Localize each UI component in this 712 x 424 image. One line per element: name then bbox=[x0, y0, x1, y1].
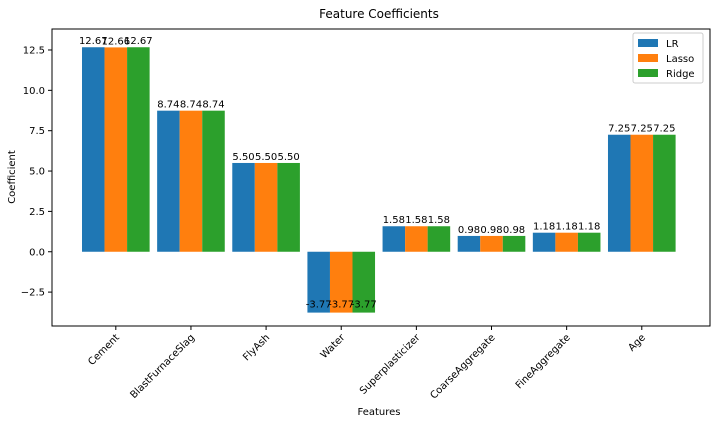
bar-lasso-flyash bbox=[254, 162, 278, 252]
legend-label-ridge: Ridge bbox=[666, 69, 695, 80]
data-label: 1.18 bbox=[533, 222, 555, 233]
bar-ridge-blastfurnaceslag bbox=[202, 110, 225, 252]
legend-swatch-lasso bbox=[638, 54, 658, 62]
data-label: 1.18 bbox=[556, 222, 578, 233]
x-axis-label: Features bbox=[358, 407, 401, 418]
bar-ridge-flyash bbox=[277, 162, 300, 252]
y-tick-label: 0.0 bbox=[29, 247, 45, 258]
x-tick-label: Superplasticizer bbox=[358, 332, 423, 397]
data-label: 1.58 bbox=[383, 215, 405, 226]
legend: LR Lasso Ridge bbox=[632, 32, 704, 84]
data-label: -3.77 bbox=[351, 300, 377, 311]
data-label: 0.98 bbox=[503, 225, 525, 236]
bar-lr-coarseaggregate bbox=[457, 235, 481, 252]
data-label: 0.98 bbox=[458, 225, 480, 236]
bar-lr-cement bbox=[82, 47, 105, 252]
y-tick-label: 2.5 bbox=[29, 207, 45, 218]
y-tick-label: 7.5 bbox=[29, 126, 45, 137]
bar-lasso-cement bbox=[104, 47, 128, 252]
bar-ridge-water bbox=[352, 251, 376, 313]
legend-label-lr: LR bbox=[666, 39, 679, 50]
bar-lasso-age bbox=[630, 134, 654, 252]
x-tick-label: BlastFurnaceSlag bbox=[128, 332, 197, 401]
data-label: -3.77 bbox=[328, 300, 354, 311]
chart-title: Feature Coefficients bbox=[319, 7, 439, 21]
bar-ridge-cement bbox=[127, 47, 150, 252]
x-tick-label: Age bbox=[626, 332, 647, 353]
y-tick-label: 5.0 bbox=[29, 167, 45, 178]
plot-frame bbox=[51, 28, 711, 327]
y-tick-label: 10.0 bbox=[23, 86, 45, 97]
bar-lr-superplasticizer bbox=[382, 226, 406, 252]
data-label: -3.77 bbox=[306, 300, 332, 311]
bar-lr-blastfurnaceslag bbox=[157, 110, 180, 252]
y-tick-label: 12.5 bbox=[23, 45, 45, 56]
bar-lr-flyash bbox=[232, 162, 255, 252]
data-label: 1.58 bbox=[428, 215, 450, 226]
data-label: 0.98 bbox=[480, 225, 502, 236]
bar-ridge-age bbox=[653, 134, 676, 252]
bar-lasso-water bbox=[329, 251, 353, 313]
bar-ridge-fineaggregate bbox=[577, 232, 601, 252]
data-label: 8.74 bbox=[202, 100, 224, 111]
bar-ridge-coarseaggregate bbox=[502, 235, 526, 252]
data-label: 1.58 bbox=[405, 215, 427, 226]
data-label: 7.25 bbox=[631, 124, 653, 135]
data-label: 5.50 bbox=[255, 152, 277, 163]
bar-lasso-superplasticizer bbox=[405, 226, 428, 252]
data-label: 12.67 bbox=[79, 36, 108, 47]
bars-group bbox=[82, 47, 676, 313]
data-label: 7.25 bbox=[653, 124, 675, 135]
legend-label-lasso: Lasso bbox=[666, 54, 694, 65]
y-axis-label: Coefficient bbox=[7, 150, 18, 204]
bar-lasso-blastfurnaceslag bbox=[179, 110, 203, 252]
x-tick-label: FineAggregate bbox=[514, 332, 573, 391]
data-label: 7.25 bbox=[608, 124, 630, 135]
bar-lr-age bbox=[607, 134, 631, 252]
data-label: 5.50 bbox=[277, 152, 299, 163]
y-ticks-group: −2.5 0.0 2.5 5.0 7.5 10.0 12.5 bbox=[21, 45, 52, 299]
x-ticks-group: Cement BlastFurnaceSlag FlyAsh Water Superpl… bbox=[86, 326, 648, 402]
bar-lr-fineaggregate bbox=[532, 232, 556, 252]
data-label: 1.18 bbox=[578, 222, 600, 233]
y-tick-label: −2.5 bbox=[21, 288, 45, 299]
bar-lr-water bbox=[307, 251, 330, 313]
legend-swatch-lr bbox=[638, 39, 658, 47]
data-label: 8.74 bbox=[180, 100, 202, 111]
data-label: 12.66 bbox=[101, 36, 130, 47]
bar-ridge-superplasticizer bbox=[427, 226, 451, 252]
x-tick-label: CoarseAggregate bbox=[428, 332, 497, 401]
data-label: 12.67 bbox=[124, 36, 153, 47]
x-tick-label: Water bbox=[319, 332, 348, 361]
x-tick-label: FlyAsh bbox=[241, 332, 272, 363]
x-tick-label: Cement bbox=[86, 332, 122, 368]
legend-swatch-ridge bbox=[638, 69, 658, 77]
data-label: 8.74 bbox=[157, 100, 179, 111]
bar-lasso-fineaggregate bbox=[555, 232, 578, 252]
bar-lasso-coarseaggregate bbox=[480, 235, 503, 252]
data-label: 5.50 bbox=[232, 152, 254, 163]
